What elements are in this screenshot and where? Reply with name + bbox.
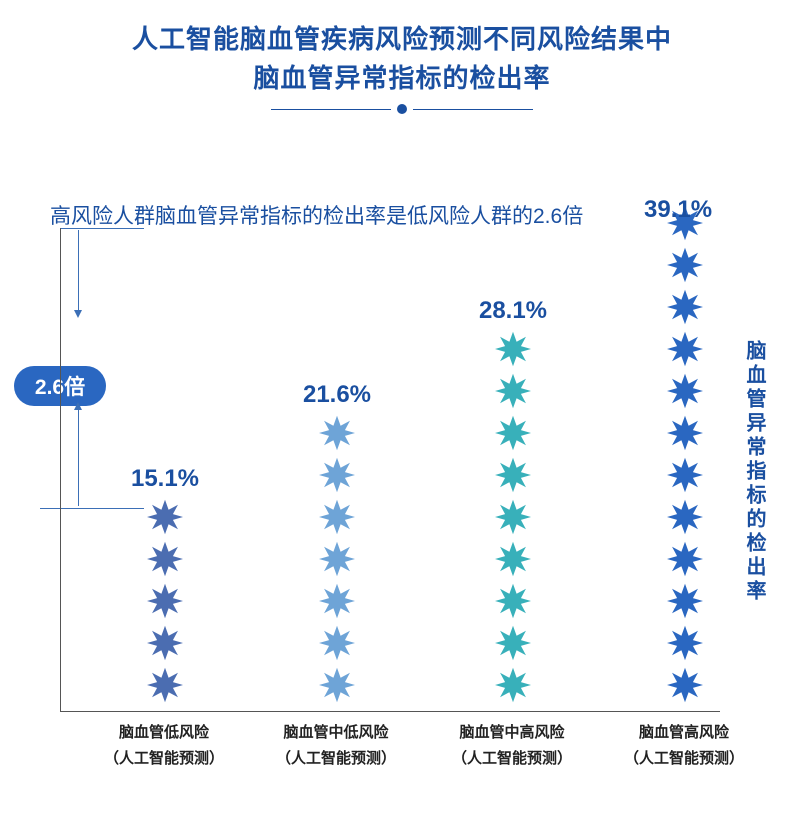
star-icon bbox=[495, 625, 531, 661]
star-icon bbox=[147, 667, 183, 703]
title-line2: 脑血管异常指标的检出率 bbox=[0, 59, 804, 98]
bar-column: 28.1% bbox=[453, 297, 573, 711]
star-icon bbox=[147, 625, 183, 661]
star-icon bbox=[319, 541, 355, 577]
star-icon bbox=[495, 583, 531, 619]
star-icon bbox=[147, 541, 183, 577]
star-icon bbox=[319, 667, 355, 703]
star-icon bbox=[667, 499, 703, 535]
value-label: 15.1% bbox=[105, 465, 225, 493]
title-line1: 人工智能脑血管疾病风险预测不同风险结果中 bbox=[0, 20, 804, 59]
star-icon bbox=[667, 331, 703, 367]
star-icon bbox=[495, 457, 531, 493]
category-label: 脑血管中高风险（人工智能预测） bbox=[432, 720, 592, 771]
category-label: 脑血管低风险（人工智能预测） bbox=[84, 720, 244, 771]
chart-subtitle: 高风险人群脑血管异常指标的检出率是低风险人群的2.6倍 bbox=[50, 200, 583, 230]
star-icon bbox=[667, 667, 703, 703]
star-stack bbox=[625, 205, 745, 711]
star-icon bbox=[147, 499, 183, 535]
star-icon bbox=[495, 541, 531, 577]
value-label-external: 39.1% bbox=[644, 196, 712, 224]
bar-column bbox=[625, 205, 745, 711]
star-icon bbox=[667, 625, 703, 661]
title-divider bbox=[0, 104, 804, 114]
star-icon bbox=[495, 331, 531, 367]
star-icon bbox=[667, 247, 703, 283]
star-icon bbox=[495, 373, 531, 409]
bar-column: 15.1% bbox=[105, 465, 225, 711]
star-icon bbox=[667, 373, 703, 409]
star-icon bbox=[319, 499, 355, 535]
star-stack bbox=[105, 499, 225, 711]
star-icon bbox=[667, 583, 703, 619]
star-icon bbox=[319, 457, 355, 493]
star-stack bbox=[453, 331, 573, 711]
star-icon bbox=[495, 667, 531, 703]
star-icon bbox=[667, 415, 703, 451]
bar-column: 21.6% bbox=[277, 381, 397, 711]
value-label: 21.6% bbox=[277, 381, 397, 409]
star-icon bbox=[319, 625, 355, 661]
star-icon bbox=[667, 541, 703, 577]
star-icon bbox=[667, 289, 703, 325]
chart-title: 人工智能脑血管疾病风险预测不同风险结果中 脑血管异常指标的检出率 bbox=[0, 0, 804, 114]
value-label: 28.1% bbox=[453, 297, 573, 325]
category-label: 脑血管中低风险（人工智能预测） bbox=[256, 720, 416, 771]
star-icon bbox=[667, 457, 703, 493]
chart-area: 15.1% 21.6% 28.1% bbox=[60, 228, 720, 712]
star-icon bbox=[495, 499, 531, 535]
category-label: 脑血管高风险（人工智能预测） bbox=[604, 720, 764, 771]
star-icon bbox=[147, 583, 183, 619]
star-icon bbox=[495, 415, 531, 451]
star-icon bbox=[319, 415, 355, 451]
star-icon bbox=[319, 583, 355, 619]
star-stack bbox=[277, 415, 397, 711]
